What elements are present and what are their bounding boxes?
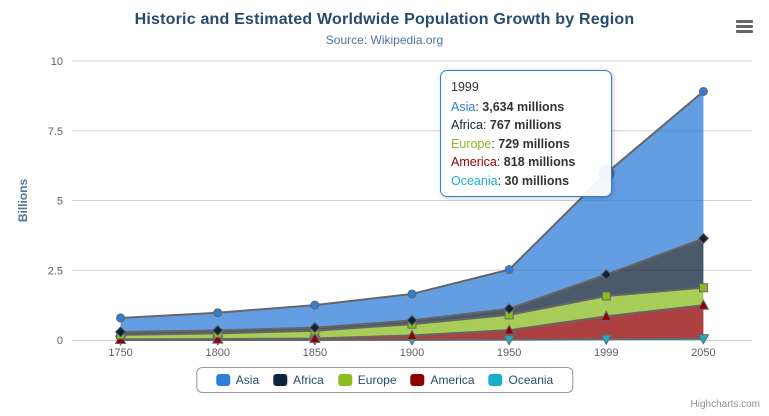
x-axis-label: 1800: [205, 347, 229, 359]
area-asia[interactable]: [120, 91, 704, 332]
point-africa-1950[interactable]: [503, 303, 515, 315]
legend-label: Asia: [235, 373, 260, 387]
area-africa[interactable]: [120, 238, 704, 335]
point-america-1999[interactable]: [600, 310, 613, 321]
point-america-1800[interactable]: [211, 333, 224, 344]
legend-label: America: [430, 373, 475, 387]
y-axis-label: 5: [57, 196, 63, 208]
legend-item-america[interactable]: America: [410, 373, 475, 387]
point-asia-1999[interactable]: [598, 165, 615, 182]
area-america[interactable]: [120, 305, 704, 340]
legend-item-asia[interactable]: Asia: [215, 373, 260, 387]
point-europe-2050[interactable]: [698, 283, 708, 293]
chart-subtitle: Source: Wikipedia.org: [325, 33, 444, 47]
point-africa-1850[interactable]: [309, 321, 321, 334]
hamburger-icon: [736, 20, 753, 23]
point-america-1950[interactable]: [503, 324, 515, 335]
legend-item-africa[interactable]: Africa: [273, 373, 324, 387]
legend-swatch: [337, 374, 352, 386]
legend-label: Europe: [357, 373, 397, 387]
legend-swatch: [215, 374, 230, 386]
point-america-1850[interactable]: [309, 332, 321, 343]
point-europe-1999[interactable]: [601, 291, 611, 301]
legend-swatch: [273, 374, 288, 386]
point-asia-1950[interactable]: [504, 265, 514, 275]
legend-swatch: [410, 374, 425, 386]
point-america-2050[interactable]: [697, 299, 710, 310]
y-axis-label: 2.5: [48, 265, 63, 277]
y-axis-label: 7.5: [48, 126, 63, 138]
legend-label: Oceania: [508, 373, 554, 387]
y-axis-label: 0: [57, 335, 63, 347]
point-oceania-1999[interactable]: [600, 334, 613, 346]
y-axis-label: 10: [51, 56, 63, 68]
point-oceania-2050[interactable]: [697, 334, 710, 345]
x-axis-label: 1999: [594, 347, 618, 359]
x-axis-label: 2050: [691, 347, 715, 359]
x-axis-label: 1950: [497, 347, 521, 359]
point-asia-2050[interactable]: [698, 86, 708, 96]
point-africa-1999[interactable]: [600, 268, 612, 281]
legend-swatch: [488, 374, 503, 386]
x-axis-label: 1750: [108, 347, 132, 359]
chart-title: Historic and Estimated Worldwide Populat…: [134, 11, 635, 28]
export-menu-button[interactable]: [735, 19, 755, 35]
point-africa-1900[interactable]: [406, 314, 418, 327]
legend-item-europe[interactable]: Europe: [337, 373, 397, 387]
x-axis-label: 1850: [303, 347, 327, 359]
point-asia-1900[interactable]: [407, 289, 417, 299]
point-asia-1850[interactable]: [310, 300, 320, 310]
legend-label: Africa: [293, 373, 324, 387]
point-asia-1750[interactable]: [116, 313, 126, 323]
point-america-1900[interactable]: [406, 329, 418, 340]
legend: Asia Africa Europe America Oceania: [195, 367, 574, 393]
point-africa-2050[interactable]: [697, 232, 710, 245]
point-asia-1800[interactable]: [213, 308, 223, 318]
x-axis-label: 1900: [400, 347, 424, 359]
credits-link[interactable]: Highcharts.com: [690, 399, 760, 410]
y-axis-title: Billions: [16, 179, 30, 223]
point-oceania-1950[interactable]: [503, 335, 515, 346]
legend-item-oceania[interactable]: Oceania: [488, 373, 554, 387]
point-africa-1800[interactable]: [212, 324, 224, 337]
point-africa-1750[interactable]: [114, 326, 127, 338]
